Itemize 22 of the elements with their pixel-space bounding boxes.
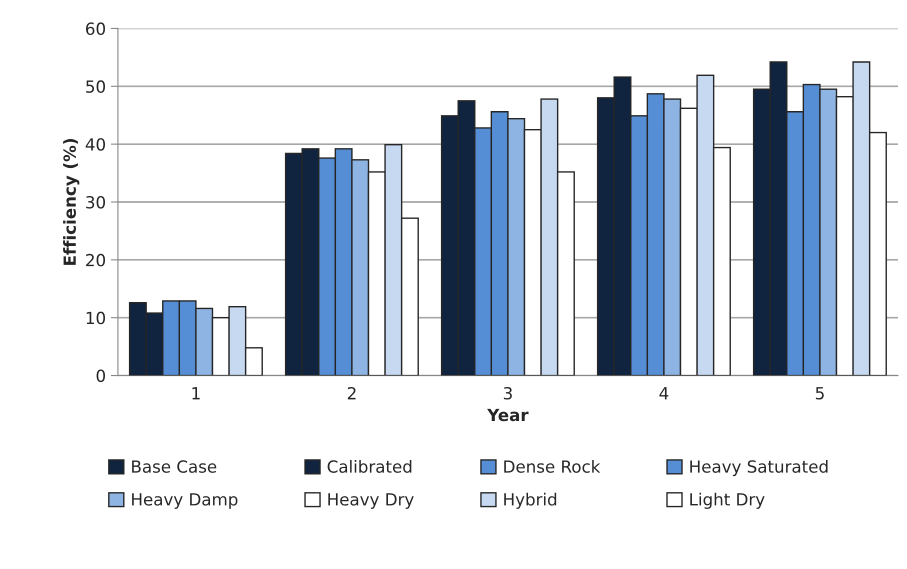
- x-axis-title: Year: [487, 408, 529, 422]
- legend-label: Heavy Dry: [328, 493, 414, 509]
- legend-label: Calibrated: [328, 460, 412, 473]
- legend-label: Hybrid: [504, 492, 556, 509]
- y-tick-label: 30: [86, 196, 105, 209]
- y-tick-label: 50: [86, 80, 105, 93]
- legend-label: Dense Rock: [504, 460, 600, 473]
- x-tick-label: 1: [192, 387, 200, 400]
- x-tick-label: 4: [659, 387, 668, 400]
- legend-label: Base Case: [132, 460, 216, 473]
- y-tick-label: 20: [86, 254, 105, 266]
- legend-label: Light Dry: [690, 492, 765, 509]
- x-tick-label: 3: [504, 386, 512, 400]
- legend-label: Heavy Saturated: [690, 460, 828, 476]
- y-tick-label: 10: [86, 312, 105, 324]
- y-tick-label: 60: [86, 22, 105, 36]
- legend-label: Heavy Damp: [132, 493, 238, 509]
- y-axis-title: Efficiency (%): [63, 139, 80, 265]
- y-tick-label: 40: [86, 138, 105, 151]
- y-tick-label: 0: [96, 370, 105, 382]
- x-tick-label: 5: [816, 387, 824, 400]
- x-tick-label: 2: [348, 386, 356, 400]
